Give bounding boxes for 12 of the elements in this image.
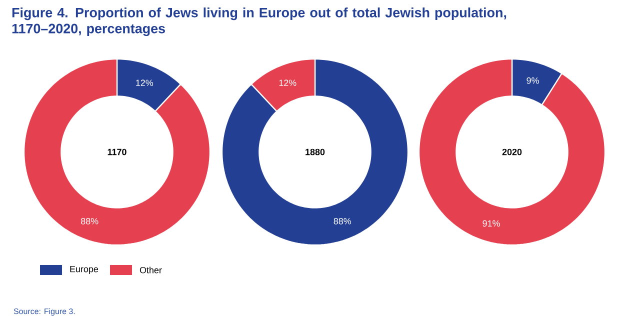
text: 2020 — [502, 148, 522, 156]
legend-label: Europe — [70, 266, 98, 274]
data-label: 12% — [279, 80, 296, 86]
data-label: 9% — [526, 77, 539, 84]
legend-label: Other — [140, 266, 162, 274]
text: 1880 — [306, 148, 325, 156]
data-label: 91% — [482, 220, 500, 227]
data-label: 12% — [136, 80, 154, 86]
text: 1170 — [108, 148, 126, 156]
data-label: 88% — [334, 218, 352, 224]
text: Figure 4. Proportion of Jews living in Europe out of total Jewish population, 1170–2020, percentages — [12, 8, 506, 36]
data-label: 88% — [81, 218, 98, 224]
